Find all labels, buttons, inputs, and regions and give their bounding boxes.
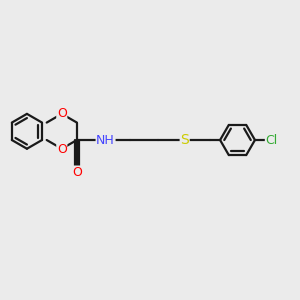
- Text: NH: NH: [96, 134, 115, 146]
- Text: Cl: Cl: [266, 134, 278, 146]
- Text: O: O: [57, 107, 67, 120]
- Text: O: O: [72, 166, 82, 179]
- Text: S: S: [180, 133, 189, 147]
- Text: O: O: [57, 143, 67, 156]
